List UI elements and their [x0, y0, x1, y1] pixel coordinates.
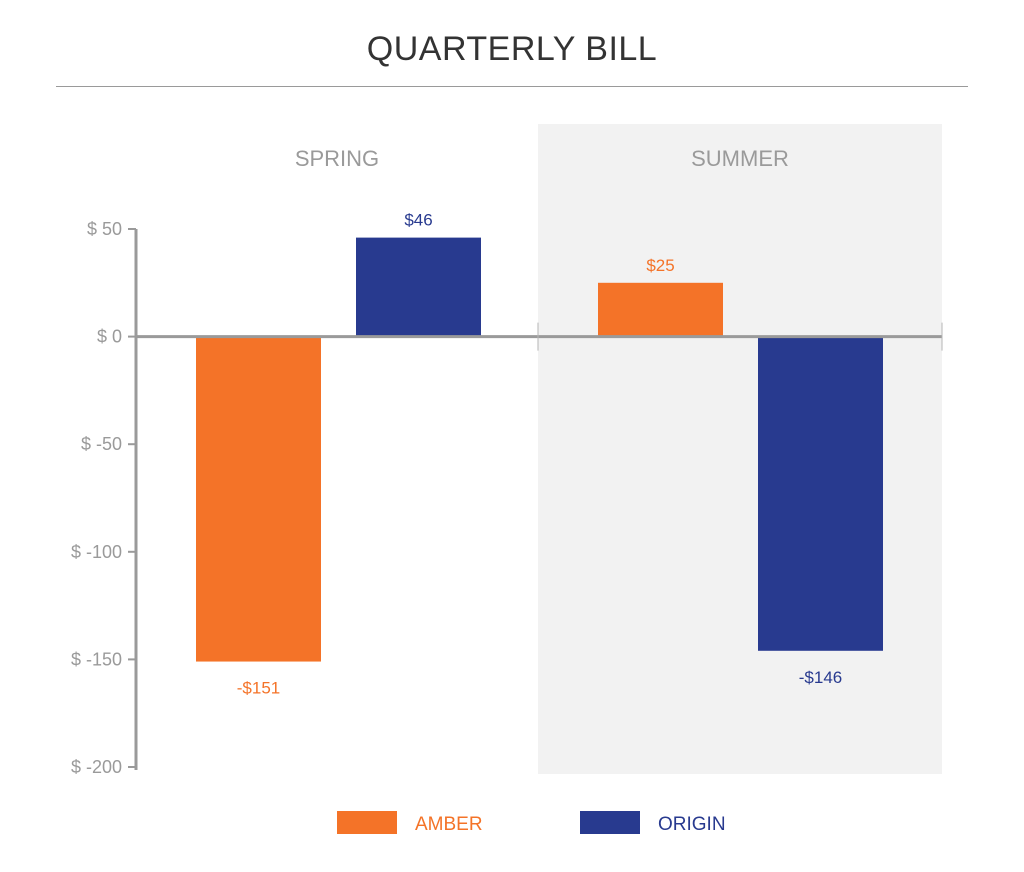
legend-swatch-amber — [337, 811, 397, 834]
y-tick-label: $ 50 — [87, 219, 122, 239]
y-tick-label: $ -100 — [71, 542, 122, 562]
title-divider — [56, 86, 968, 87]
data-label-amber-summer: $25 — [646, 256, 674, 275]
legend-label-amber: AMBER — [415, 814, 483, 835]
data-label-origin-summer: -$146 — [799, 668, 842, 687]
legend-swatch-origin — [580, 811, 640, 834]
bar-amber-spring — [196, 336, 321, 662]
data-label-amber-spring: -$151 — [237, 679, 280, 698]
bar-origin-spring — [356, 237, 481, 337]
chart-title: QUARTERLY BILL — [366, 30, 658, 68]
y-tick-label: $ 0 — [97, 327, 122, 347]
category-label-summer: SUMMER — [691, 146, 789, 171]
y-tick-label: $ -200 — [71, 757, 122, 777]
y-tick-label: $ -50 — [81, 434, 122, 454]
y-tick-label: $ -150 — [71, 649, 122, 669]
bar-origin-summer — [758, 336, 883, 651]
legend-label-origin: ORIGIN — [658, 814, 726, 835]
bar-amber-summer — [598, 282, 723, 337]
data-label-origin-spring: $46 — [404, 211, 432, 230]
category-label-spring: SPRING — [295, 146, 379, 171]
